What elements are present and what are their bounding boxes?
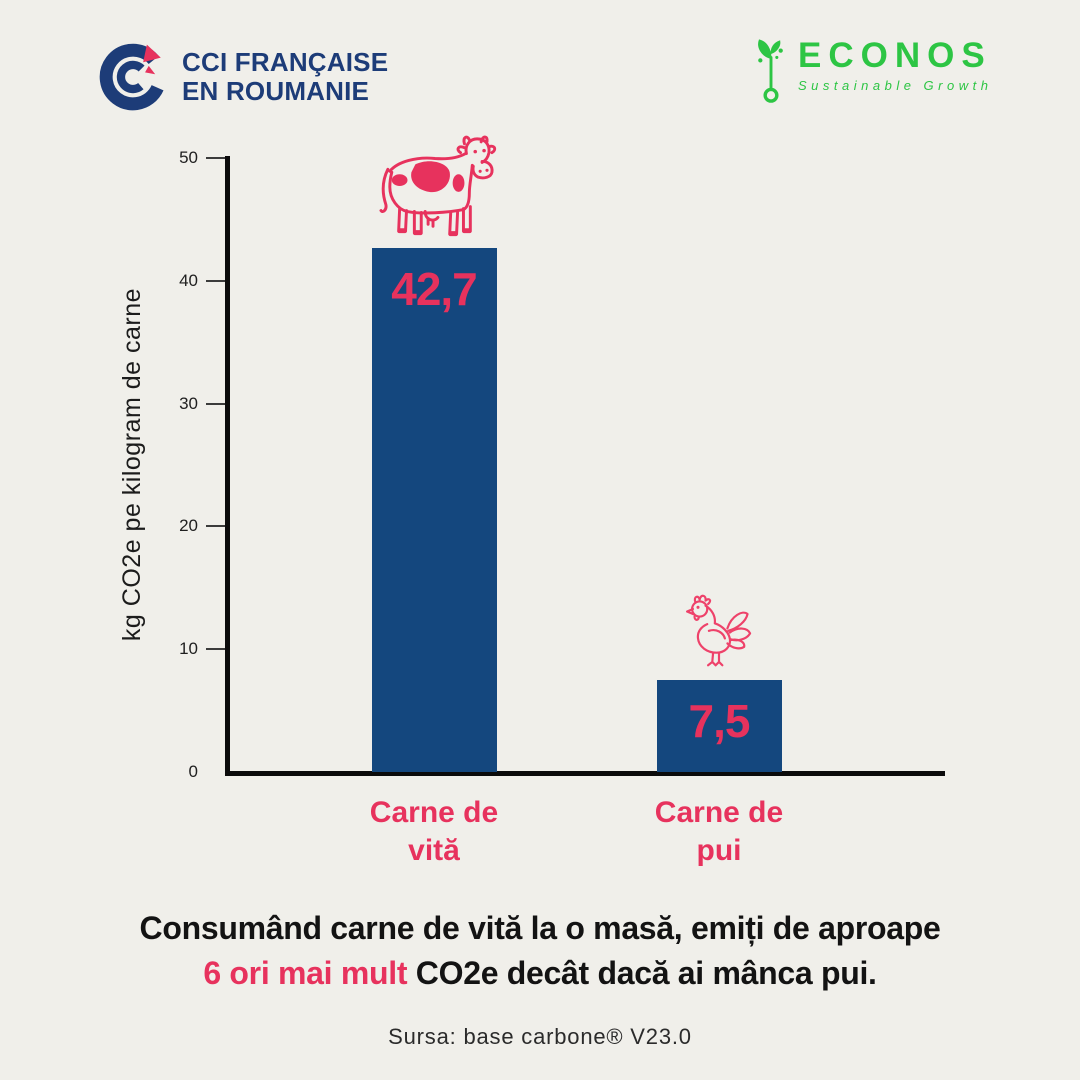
caption-highlight: 6 ori mai mult	[203, 954, 408, 991]
y-axis-line	[225, 156, 230, 776]
y-tick-label: 40	[179, 270, 198, 290]
y-tick-mark	[206, 279, 225, 282]
caption-rest: CO2e decât dacă ai mânca pui.	[407, 954, 877, 991]
source-note: Sursa: base carbone® V23.0	[388, 1024, 692, 1049]
y-tick-label: 20	[179, 516, 198, 536]
bar-value-label: 42,7	[391, 262, 478, 315]
cci-logo-icon	[99, 43, 167, 111]
y-tick-mark	[206, 402, 225, 405]
cci-logo-text: CCI FRANÇAISE EN ROUMANIE	[182, 46, 389, 107]
y-tick-mark	[206, 525, 225, 528]
category-label: Carne de vită	[369, 796, 499, 867]
cci-logo-line2: EN ROUMANIE	[182, 76, 370, 106]
econos-logo-text: ECONOS Sustainable Growth	[798, 38, 992, 93]
cci-logo-line1: CCI FRANÇAISE	[182, 46, 389, 77]
caption-line2: 6 ori mai mult CO2e decât dacă ai mânca …	[0, 951, 1080, 996]
y-tick-label: 30	[179, 393, 198, 413]
econos-tagline: Sustainable Growth	[798, 78, 993, 93]
y-tick-mark	[206, 648, 225, 651]
econos-name: ECONOS	[798, 36, 992, 75]
y-tick-label: 10	[179, 639, 198, 659]
cow-icon	[379, 135, 497, 236]
y-tick-label: 50	[179, 148, 198, 167]
bar-beef: 42,7	[371, 247, 497, 772]
y-tick-label: 0	[188, 762, 198, 781]
cci-logo: CCI FRANÇAISE EN ROUMANIE	[96, 40, 388, 114]
caption: Consumând carne de vită la o masă, emiți…	[0, 906, 1080, 996]
y-tick-mark	[206, 157, 225, 159]
x-axis-line	[225, 771, 945, 776]
econos-logo: ECONOS Sustainable Growth	[752, 38, 992, 104]
chicken-icon	[685, 594, 752, 667]
y-axis-title-wrap: kg CO2e pe kilogram de carne	[103, 158, 161, 772]
plot-area: 0 10 20 30 40 50 42,7 Carne de vită 7,5 Carne de …	[179, 135, 945, 867]
bar-value-label: 7,5	[688, 694, 751, 747]
y-axis-title: kg CO2e pe kilogram de carne	[117, 288, 146, 642]
caption-line1: Consumând carne de vită la o masă, emiți…	[139, 910, 941, 946]
sprout-icon	[758, 39, 783, 103]
category-label: Carne de pui	[654, 796, 784, 867]
bar-chicken: 7,5	[656, 679, 782, 772]
